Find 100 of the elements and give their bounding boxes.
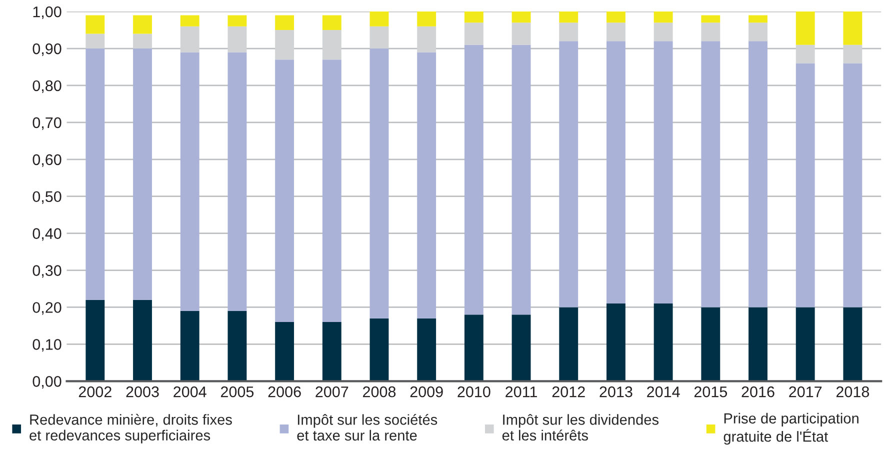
x-tick-label: 2018 [836, 386, 870, 398]
bar [322, 322, 342, 382]
x-tick-label: 2015 [694, 386, 728, 398]
bar [512, 12, 531, 23]
bar [180, 52, 200, 311]
bar [843, 63, 862, 308]
y-tick-label: 0,30 [32, 265, 62, 278]
x-tick-label: 2013 [600, 386, 632, 398]
bar [275, 322, 294, 382]
legend-label: Impôt sur les sociétés et taxe sur la rente [297, 414, 438, 441]
bar [228, 310, 247, 382]
bar [796, 63, 815, 308]
bar [701, 22, 720, 42]
bar [654, 41, 673, 304]
y-tick-label: 0,00 [32, 376, 62, 389]
bar [748, 41, 768, 308]
bar [843, 12, 862, 45]
bar [701, 307, 720, 382]
bar [464, 12, 484, 23]
bar [512, 22, 531, 45]
bar [275, 60, 294, 322]
bar [180, 310, 200, 382]
bar [370, 318, 389, 382]
bar [559, 41, 578, 308]
bar [843, 44, 862, 64]
bar [86, 300, 105, 382]
y-tick-label: 0,50 [32, 191, 62, 204]
bar [748, 307, 768, 382]
bar [370, 48, 389, 318]
bar [86, 34, 105, 49]
bar [654, 12, 673, 23]
bar [464, 22, 484, 45]
bar [86, 15, 105, 34]
x-tick-label: 2005 [220, 386, 254, 398]
bar [796, 44, 815, 64]
legend-label: Prise de participation gratuite de l'État [724, 412, 858, 445]
bar [606, 304, 626, 382]
x-tick-label: 2008 [363, 386, 396, 398]
bar [370, 12, 389, 26]
x-tick-label: 2007 [316, 386, 348, 398]
legend-label: Impôt sur les dividendes et les intérêts [502, 414, 659, 441]
bar [322, 60, 342, 322]
y-tick-label: 0,40 [32, 228, 62, 241]
bar [559, 12, 578, 23]
bar [417, 52, 436, 318]
bar [512, 314, 531, 382]
bar [180, 15, 200, 26]
x-tick-label: 2010 [458, 386, 490, 398]
bar [796, 307, 815, 382]
legend-label: Redevance minière, droits fixes et redevances superficiaires [30, 414, 232, 444]
bar [512, 44, 531, 315]
x-tick-label: 2016 [742, 386, 774, 398]
bar [86, 48, 105, 300]
x-tick-label: 2011 [506, 386, 537, 398]
bar [748, 22, 768, 42]
x-tick-label: 2002 [78, 386, 112, 398]
bar [228, 15, 247, 26]
y-tick-label: 0,70 [32, 117, 62, 130]
x-tick-label: 2004 [174, 386, 206, 398]
bar [228, 26, 247, 52]
x-tick-label: 2014 [647, 386, 680, 398]
bar [417, 26, 436, 52]
bar [654, 304, 673, 382]
y-tick-label: 1,00 [33, 6, 62, 20]
bar [133, 300, 152, 382]
y-tick-label: 0,10 [32, 339, 62, 352]
bar [654, 22, 673, 42]
bar [275, 15, 294, 30]
bar [559, 22, 578, 42]
bar [228, 52, 247, 311]
bar [606, 41, 626, 304]
bar [464, 314, 484, 382]
y-tick-label: 0,60 [32, 154, 62, 167]
bar [370, 26, 389, 49]
bar [322, 30, 342, 60]
x-tick-label: 2012 [552, 386, 585, 398]
bar [701, 41, 720, 308]
bar [133, 48, 152, 300]
bar [180, 26, 200, 52]
bar [464, 44, 484, 315]
bar [417, 12, 436, 26]
bar [748, 15, 768, 23]
bar [843, 307, 862, 382]
bar [322, 15, 342, 30]
x-tick-label: 2017 [789, 386, 822, 398]
bar [796, 12, 815, 45]
bar [417, 318, 436, 382]
bar [133, 15, 152, 34]
bar [606, 12, 626, 23]
bar [275, 30, 294, 60]
x-tick-label: 2009 [410, 386, 443, 398]
y-tick-label: 0,20 [32, 302, 62, 315]
bar [133, 34, 152, 49]
x-tick-label: 2006 [268, 386, 301, 398]
x-tick-label: 2003 [126, 386, 159, 398]
bar [559, 307, 578, 382]
y-tick-label: 0,90 [32, 43, 62, 56]
bar [606, 22, 626, 42]
bar [701, 15, 720, 23]
y-tick-label: 0,80 [32, 80, 62, 93]
